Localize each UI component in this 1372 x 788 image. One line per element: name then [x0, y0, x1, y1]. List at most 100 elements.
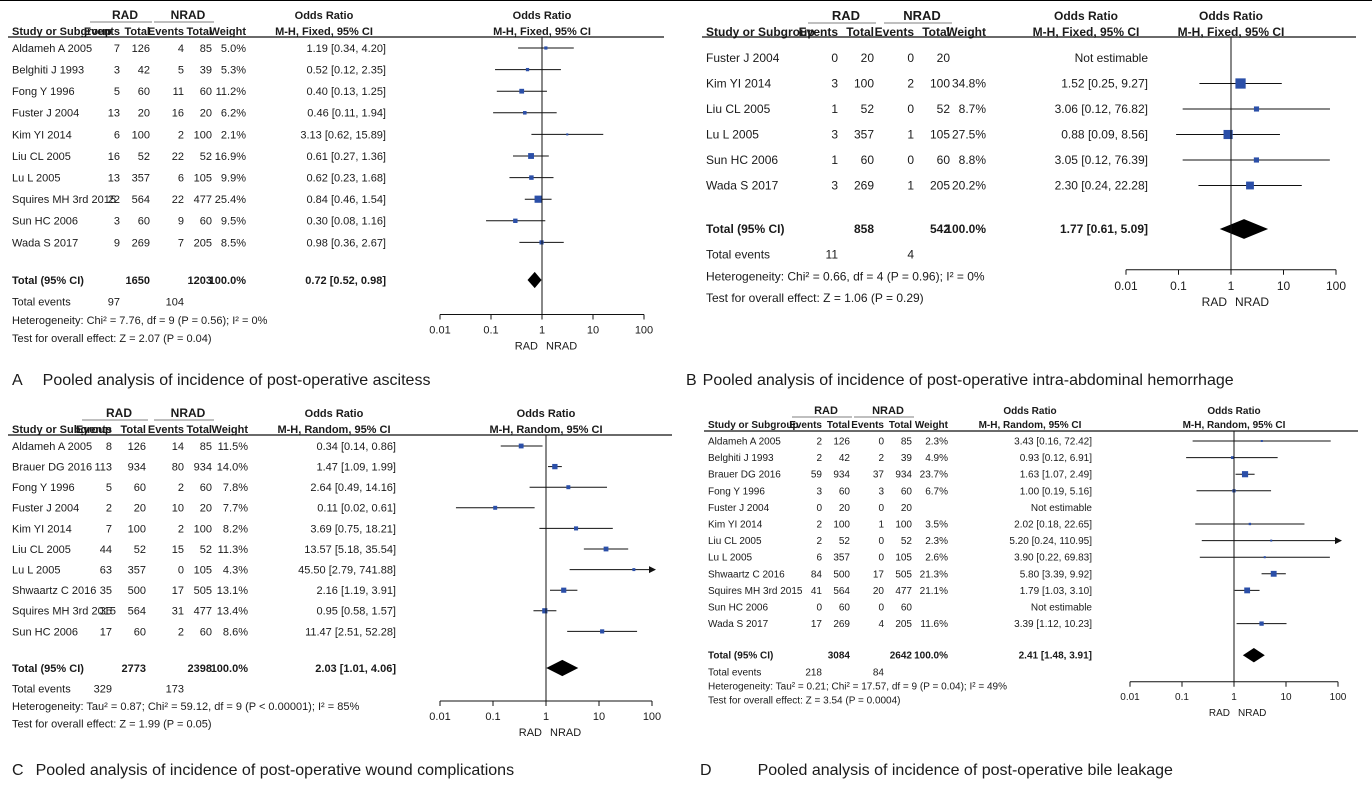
total-label: Total (95% CI) — [706, 222, 784, 236]
events2-cell: 0 — [178, 564, 184, 576]
weight-cell: 6.2% — [221, 108, 246, 120]
favours-left-label: RAD — [515, 341, 538, 353]
favours-right-label: NRAD — [550, 727, 581, 739]
plot-header: Odds Ratio — [513, 10, 572, 22]
odds-ratio-ci-cell: 0.34 [0.14, 0.86] — [316, 441, 396, 453]
events2-header: Events — [851, 420, 884, 431]
caption-text-d: Pooled analysis of incidence of post-ope… — [757, 762, 1173, 779]
total1-header: Total — [827, 420, 850, 431]
total1-cell: 60 — [134, 482, 146, 494]
or-method-header: M-H, Fixed, 95% CI — [275, 26, 373, 38]
total1-cell: 126 — [132, 43, 150, 55]
forest-plot-d: RAD NRAD Odds Ratio Odds Ratio Study or Subg… — [704, 405, 1358, 719]
x-tick-label: 0.01 — [1114, 279, 1138, 293]
events1-cell: 2 — [816, 536, 822, 547]
total2-cell: 105 — [194, 564, 212, 576]
events1-header: Events — [76, 424, 112, 436]
events1-header: Events — [799, 25, 839, 39]
weight-cell: 11.2% — [216, 86, 247, 98]
events2-cell: 0 — [907, 51, 914, 65]
weight-square — [1223, 129, 1233, 140]
study-name: Aldameh A 2005 — [12, 43, 92, 55]
events1-cell: 3 — [114, 216, 120, 228]
odds-ratio-ci-cell: 2.16 [1.19, 3.91] — [316, 585, 396, 597]
events1-cell: 63 — [100, 564, 112, 576]
events1-cell: 17 — [811, 619, 823, 630]
total2-cell: 934 — [194, 461, 212, 473]
total2-cell: 60 — [200, 626, 212, 638]
study-name: Squires MH 3rd 2015 — [12, 194, 116, 206]
study-name: Kim YI 2014 — [12, 523, 72, 535]
total1-cell: 52 — [134, 544, 146, 556]
weight-cell: 5.3% — [221, 64, 246, 76]
caption-text-c: Pooled analysis of incidence of post-ope… — [35, 762, 515, 779]
weight-square — [1259, 621, 1264, 626]
events2-cell: 3 — [878, 486, 884, 497]
total1-cell: 52 — [138, 151, 150, 163]
total-label: Total (95% CI) — [12, 663, 84, 675]
study-column-header: Study or Subgroup — [12, 26, 112, 38]
total1-cell: 100 — [833, 520, 850, 531]
study-name: Shwaartz C 2016 — [708, 569, 785, 580]
total2-cell: 477 — [194, 194, 212, 206]
forest-plot-b: RAD NRAD Odds Ratio Odds Ratio Study or Subg… — [702, 8, 1356, 309]
group2-header: NRAD — [171, 406, 206, 420]
weight-cell: 8.8% — [959, 153, 987, 167]
study-name: Sun HC 2006 — [706, 153, 778, 167]
total1-cell: 52 — [861, 102, 875, 116]
study-name: Sun HC 2006 — [12, 626, 78, 638]
total2-cell: 505 — [895, 569, 912, 580]
weight-cell: 2.3% — [925, 437, 948, 448]
odds-ratio-ci-cell: 45.50 [2.79, 741.88] — [298, 564, 396, 576]
total1-cell: 126 — [833, 437, 850, 448]
study-name: Wada S 2017 — [12, 237, 78, 249]
weight-header: Weight — [212, 424, 249, 436]
events1-cell: 9 — [114, 237, 120, 249]
total1-cell: 100 — [132, 129, 150, 141]
total1-cell: 357 — [132, 172, 150, 184]
weight-cell: 5.0% — [221, 43, 246, 55]
weight-cell: 21.1% — [920, 586, 948, 597]
odds-ratio-ci-cell: 3.39 [1.12, 10.23] — [1014, 619, 1092, 630]
total2-header: Total — [889, 420, 912, 431]
plot-header: Odds Ratio — [1199, 9, 1263, 23]
events2-cell: 15 — [172, 544, 184, 556]
total-weight: 100.0% — [211, 663, 249, 675]
weight-square — [518, 443, 524, 449]
top-rule — [0, 0, 1372, 1]
total2-cell: 100 — [194, 523, 212, 535]
x-tick-label: 0.01 — [429, 711, 450, 723]
study-name: Lu L 2005 — [12, 172, 61, 184]
odds-ratio-ci-cell: Not estimable — [1031, 503, 1093, 514]
events1-cell: 1 — [831, 153, 838, 167]
events1-cell: 1 — [831, 102, 838, 116]
total1-cell: 126 — [128, 441, 146, 453]
total-or-ci: 0.72 [0.52, 0.98] — [305, 275, 386, 287]
events1-cell: 7 — [106, 523, 112, 535]
events2-cell: 22 — [172, 151, 184, 163]
favours-left-label: RAD — [1202, 295, 1228, 309]
x-tick-label: 10 — [587, 325, 599, 337]
study-name: Kim YI 2014 — [12, 129, 72, 141]
weight-square — [632, 568, 636, 572]
events2-cell: 0 — [907, 153, 914, 167]
overall-effect-text: Test for overall effect: Z = 3.54 (P = 0… — [708, 696, 901, 707]
total2-cell: 105 — [930, 128, 950, 142]
total2-cell: 100 — [930, 77, 950, 91]
weight-cell: 9.9% — [221, 172, 246, 184]
weight-square — [552, 463, 558, 470]
events1-cell: 44 — [100, 544, 112, 556]
total1-cell: 357 — [854, 128, 874, 142]
weight-cell: 9.5% — [221, 216, 246, 228]
weight-header: Weight — [915, 420, 949, 431]
odds-ratio-ci-cell: 0.46 [0.11, 1.94] — [307, 108, 386, 120]
odds-ratio-ci-cell: 2.02 [0.18, 22.65] — [1014, 520, 1092, 531]
events1-cell: 13 — [108, 108, 120, 120]
total2-cell: 477 — [194, 606, 212, 618]
total2-cell: 205 — [895, 619, 912, 630]
total2-cell: 85 — [901, 437, 913, 448]
weight-square — [1246, 181, 1254, 190]
odds-ratio-ci-cell: 1.79 [1.03, 3.10] — [1020, 586, 1093, 597]
study-name: Fuster J 2004 — [708, 503, 770, 514]
odds-ratio-ci-cell: 3.69 [0.75, 18.21] — [310, 523, 396, 535]
